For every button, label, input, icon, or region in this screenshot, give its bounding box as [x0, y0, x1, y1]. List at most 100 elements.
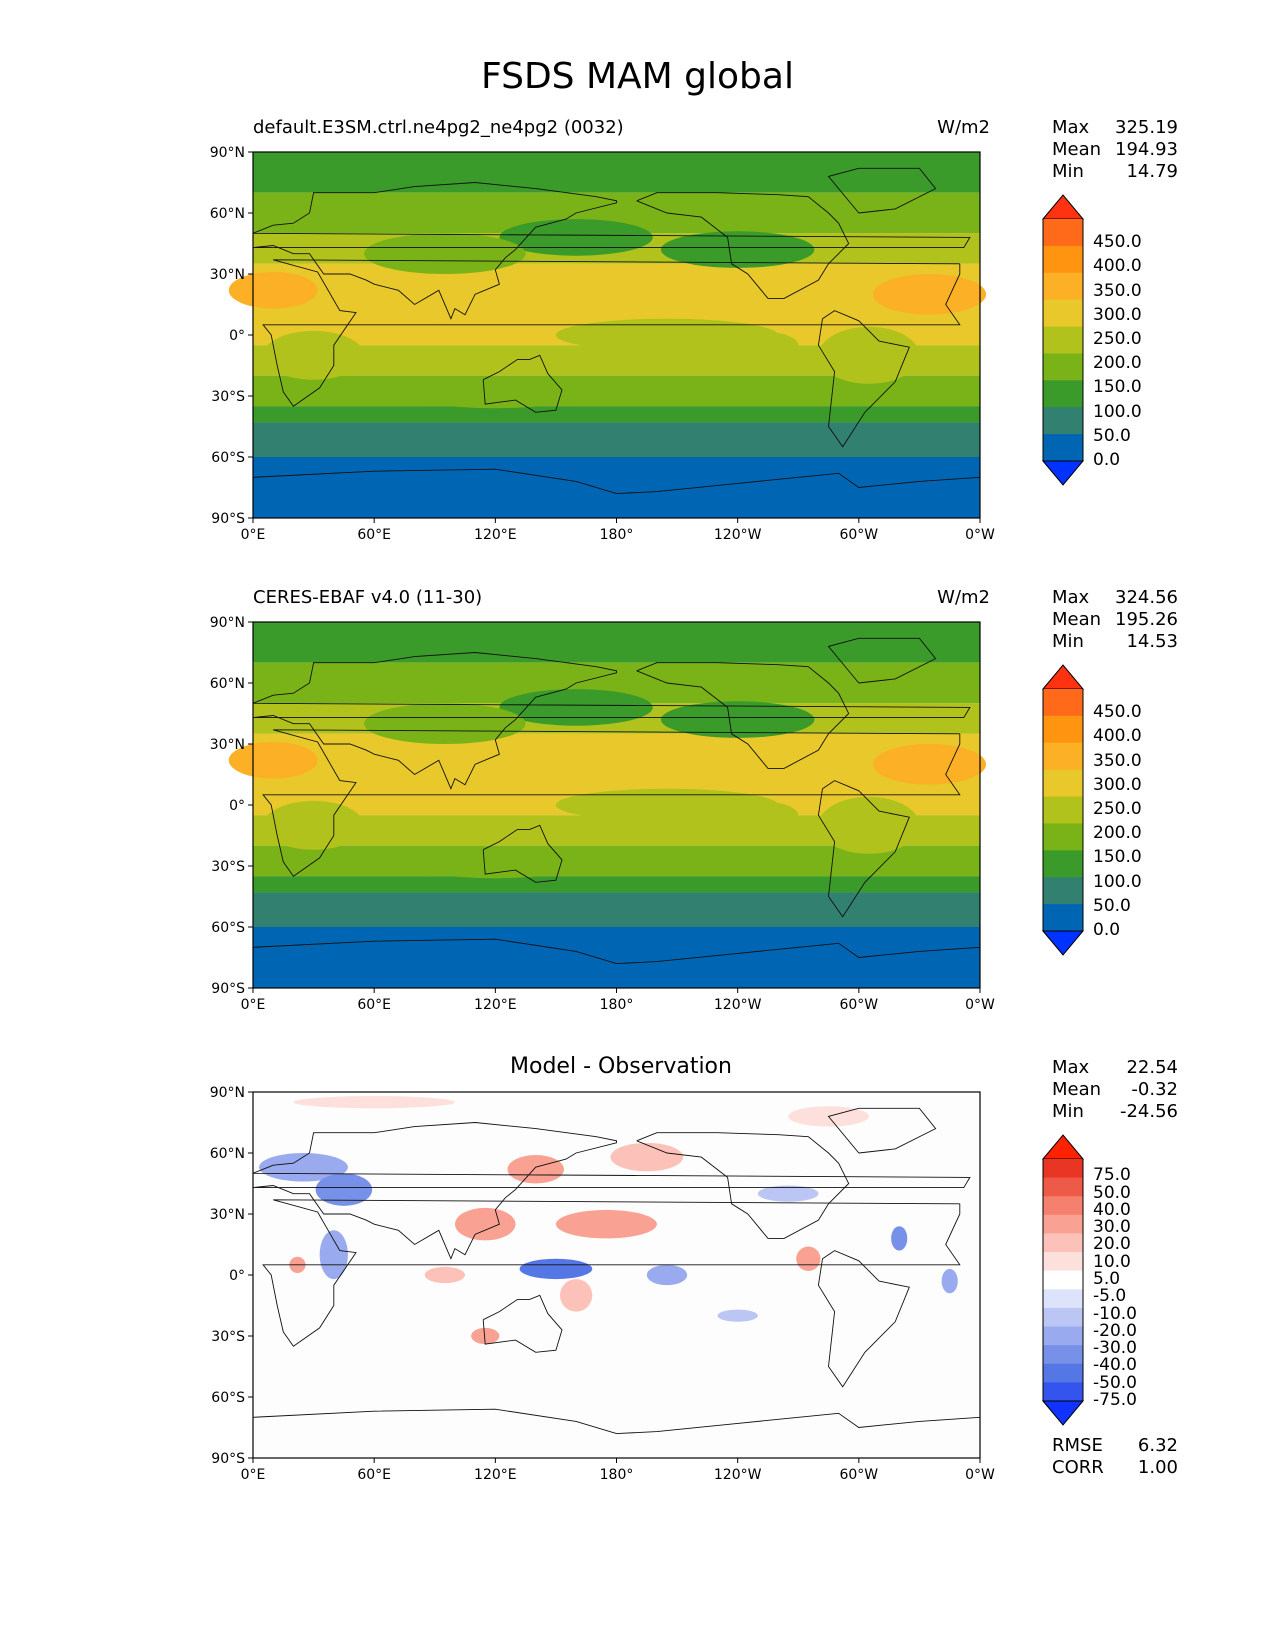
field-region [263, 800, 365, 850]
field-region [717, 1309, 758, 1322]
field-band [253, 263, 980, 305]
lon-tick-label: 180° [600, 1467, 634, 1483]
mean-value: -0.32 [1131, 1079, 1178, 1100]
coastline [482, 354, 563, 413]
colorbar-tick-label: 200.0 [1093, 823, 1142, 844]
min-value: -24.56 [1119, 1101, 1178, 1122]
colorbar-segment [1043, 877, 1083, 905]
colorbar-tick-label: 100.0 [1093, 871, 1142, 892]
colorbar-segment [1043, 1382, 1083, 1402]
corr-value: 1.00 [1137, 1457, 1178, 1478]
panel-observation: CERES-EBAF v4.0 (11-30) W/m2 90°N 60°N 30°… [0, 580, 1275, 1020]
panel-difference: Model - Observation 90°N 60°N 30°N 0° 30°S 60… [0, 1050, 1275, 1490]
colorbar-segment [1043, 353, 1083, 381]
colorbar-tick-label: 400.0 [1093, 726, 1142, 747]
min-label: Min [1052, 1101, 1084, 1122]
coastline [636, 192, 850, 299]
max-label: Max [1052, 1057, 1090, 1078]
lat-tick-label: 90°N [210, 145, 245, 161]
coastline [827, 637, 937, 684]
field-region [559, 1279, 593, 1312]
field-region [499, 219, 653, 256]
lon-tick-label: 0°E [241, 997, 266, 1013]
colorbar-segment [1043, 689, 1083, 717]
colorbar-tick-label: 50.0 [1093, 1182, 1131, 1203]
coastlines [252, 167, 981, 495]
lat-tick-label: 30°S [211, 1329, 245, 1345]
lon-tick-label: 60°E [357, 1467, 391, 1483]
field-region [610, 1142, 684, 1172]
field-region [343, 768, 445, 801]
model-units: W/m2 [937, 117, 990, 138]
colorbar-segment [1043, 1177, 1083, 1197]
field-region [315, 1173, 373, 1206]
field-region [364, 233, 526, 274]
colorbar-tick-label: -50.0 [1093, 1372, 1137, 1393]
lat-tick-label: 30°N [210, 1207, 245, 1223]
lat-tick-label: 90°S [211, 511, 245, 527]
lat-tick-label: 60°S [211, 920, 245, 936]
min-label: Min [1052, 161, 1084, 182]
model-title: default.E3SM.ctrl.ne4pg2_ne4pg2 (0032) [253, 117, 624, 138]
diff-field [253, 1092, 980, 1458]
colorbar-tick-label: 200.0 [1093, 353, 1142, 374]
colorbar-tick-label: -30.0 [1093, 1338, 1137, 1359]
coastlines [252, 1107, 981, 1435]
lon-tick-label: 120°W [714, 997, 762, 1013]
colorbar-outline [1042, 1159, 1084, 1401]
colorbar-segment [1043, 326, 1083, 354]
lat-tick-label: 60°S [211, 1390, 245, 1406]
coastline [252, 1408, 981, 1435]
lat-tick-label: 60°N [210, 676, 245, 692]
map-axes: 90°N 60°N 30°N 0° 30°S 60°S 90°S0°E 60°E 120°E 18… [210, 145, 995, 543]
field-region [519, 1258, 593, 1280]
max-value: 325.19 [1115, 117, 1178, 138]
field-region [646, 1264, 688, 1286]
colorbar-segment [1043, 1159, 1083, 1179]
rmse-label: RMSE [1052, 1435, 1103, 1456]
field-band [253, 892, 980, 927]
field-region [343, 298, 445, 331]
coastline [636, 662, 850, 769]
colorbar-extend-max [1041, 194, 1085, 220]
field-region [471, 1327, 500, 1345]
coastline [252, 652, 971, 790]
obs-stats: Max 324.56 Mean 195.26 Min 14.53 [1052, 587, 1178, 653]
field-band [253, 422, 980, 457]
field-region [757, 1185, 819, 1202]
rmse-value: 6.32 [1137, 1435, 1178, 1456]
lat-tick-label: 90°N [210, 1085, 245, 1101]
coastline [817, 780, 910, 918]
field-background [253, 1092, 980, 1458]
field-region [717, 330, 799, 360]
lon-tick-label: 120°W [714, 1467, 762, 1483]
field-region [319, 1230, 348, 1280]
colorbar-tick-label: 250.0 [1093, 329, 1142, 349]
colorbar-tick-label: 30.0 [1093, 1217, 1131, 1238]
colorbar-extend-min [1041, 1400, 1085, 1426]
colorbar-segment [1043, 850, 1083, 878]
model-stats: Max 325.19 Mean 194.93 Min 14.79 [1052, 117, 1178, 183]
lat-tick-label: 30°S [211, 389, 245, 405]
lon-tick-label: 60°W [839, 1467, 878, 1483]
lon-tick-label: 0°W [965, 527, 995, 543]
colorbar-segment [1043, 1363, 1083, 1383]
colorbar-segment [1043, 1214, 1083, 1234]
max-value: 324.56 [1115, 587, 1178, 608]
field-region [818, 326, 920, 384]
field-band [253, 927, 980, 988]
coastline [482, 824, 563, 883]
mean-label: Mean [1052, 609, 1102, 630]
lat-tick-label: 90°S [211, 1451, 245, 1467]
colorbar-segment [1043, 715, 1083, 744]
colorbar-tick-label: -20.0 [1093, 1320, 1137, 1341]
colorbar-segment [1043, 1289, 1083, 1309]
field-region [228, 271, 318, 309]
lon-tick-label: 0°E [241, 527, 266, 543]
lat-tick-label: 60°N [210, 1146, 245, 1162]
lon-tick-label: 120°E [474, 1467, 517, 1483]
coastline [817, 310, 910, 448]
lon-tick-label: 0°W [965, 997, 995, 1013]
colorbar-tick-label: 350.0 [1093, 750, 1142, 771]
colorbar-segment [1043, 434, 1083, 462]
